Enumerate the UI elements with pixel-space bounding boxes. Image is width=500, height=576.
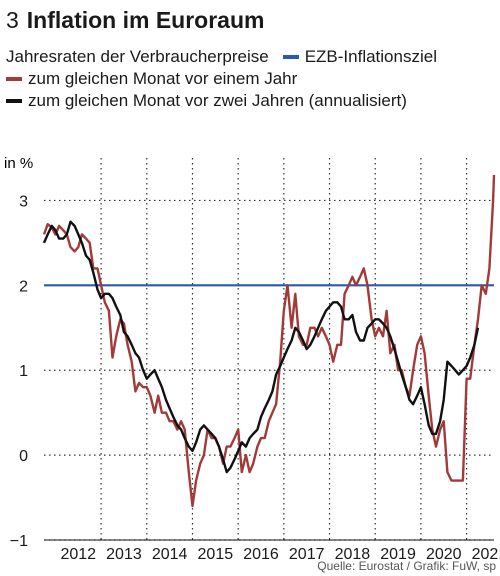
legend-label-yoy: zum gleichen Monat vor einem Jahr bbox=[28, 69, 298, 88]
source-note: Quelle: Eurostat / Grafik: FuW, sp bbox=[317, 559, 496, 573]
y-tick-label: 2 bbox=[19, 278, 28, 295]
legend-row-yoy: zum gleichen Monat vor einem Jahr bbox=[6, 68, 496, 90]
x-tick-label: 2014 bbox=[152, 546, 188, 560]
x-tick-label: 2021 bbox=[472, 546, 500, 560]
title-row: 3 Inflation im Euroraum bbox=[6, 6, 496, 34]
legend-swatch-two-year bbox=[6, 99, 22, 103]
legend: Jahresraten der Verbraucherpreise EZB-In… bbox=[6, 46, 496, 112]
series-line-yoy bbox=[42, 174, 496, 508]
y-tick-label: 3 bbox=[19, 193, 28, 210]
line-chart: in % 3 2 1 0 −1 2012 2013 2014 2015 2016 2017 2018… bbox=[4, 155, 500, 560]
x-tick-label: 2016 bbox=[243, 546, 279, 560]
chart-number: 3 bbox=[6, 7, 19, 33]
series-lines bbox=[42, 174, 496, 508]
y-tick-label: 1 bbox=[19, 363, 28, 380]
legend-label-target: EZB-Inflationsziel bbox=[304, 47, 437, 66]
x-tick-label: 2020 bbox=[426, 546, 462, 560]
x-tick-label: 2013 bbox=[106, 546, 142, 560]
legend-row-intro: Jahresraten der Verbraucherpreise EZB-In… bbox=[6, 46, 496, 68]
x-tick-label: 2019 bbox=[380, 546, 416, 560]
chart-title: Inflation im Euroraum bbox=[26, 7, 265, 33]
x-tick-label: 2018 bbox=[335, 546, 371, 560]
legend-label-two-year: zum gleichen Monat vor zwei Jahren (annu… bbox=[28, 91, 407, 110]
legend-intro-text: Jahresraten der Verbraucherpreise bbox=[6, 47, 269, 66]
y-tick-label: −1 bbox=[10, 533, 28, 550]
y-axis-unit: in % bbox=[4, 155, 33, 172]
x-tick-label: 2017 bbox=[289, 546, 325, 560]
y-tick-label: 0 bbox=[19, 448, 28, 465]
series-line-two-year bbox=[42, 220, 480, 474]
y-axis-ticks: 3 2 1 0 −1 bbox=[10, 193, 28, 550]
x-axis-ticks: 2012 2013 2014 2015 2016 2017 2018 2019 2020 2021 bbox=[60, 546, 500, 560]
legend-swatch-yoy bbox=[6, 77, 22, 81]
legend-row-two-year: zum gleichen Monat vor zwei Jahren (annu… bbox=[6, 90, 496, 112]
x-tick-label: 2012 bbox=[60, 546, 96, 560]
chart-header: 3 Inflation im Euroraum Jahresraten der … bbox=[6, 6, 496, 112]
x-tick-label: 2015 bbox=[198, 546, 234, 560]
legend-swatch-target bbox=[282, 55, 299, 59]
